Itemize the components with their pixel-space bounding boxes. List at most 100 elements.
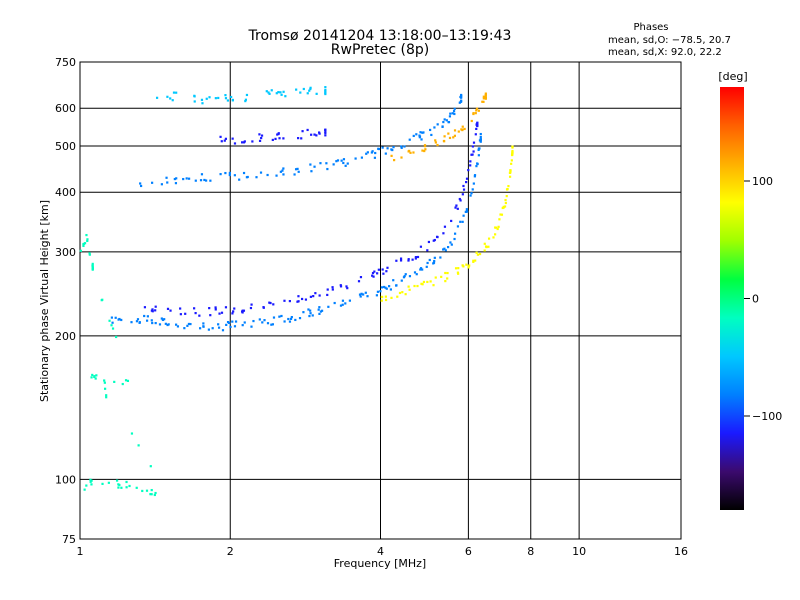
data-point — [150, 488, 153, 492]
data-point — [436, 235, 439, 239]
data-point — [348, 299, 352, 302]
data-point — [107, 481, 110, 484]
data-point — [287, 317, 290, 321]
data-point — [341, 303, 344, 306]
data-point — [277, 91, 280, 94]
data-point — [282, 173, 285, 176]
data-point — [309, 163, 312, 166]
data-point — [241, 141, 244, 144]
data-point — [300, 297, 304, 301]
data-point — [403, 275, 406, 278]
data-point — [469, 160, 472, 163]
data-point — [501, 206, 504, 210]
data-point — [409, 151, 412, 154]
data-point — [309, 86, 312, 89]
data-point — [158, 323, 162, 326]
data-point — [282, 90, 285, 93]
data-point — [423, 149, 426, 153]
data-point — [469, 194, 472, 197]
data-point — [115, 335, 118, 339]
data-point — [407, 285, 410, 288]
colorbar-tick-label: −100 — [752, 410, 782, 423]
data-point — [271, 138, 274, 142]
data-point — [244, 99, 247, 103]
data-point — [494, 233, 497, 236]
data-point — [470, 153, 473, 156]
y-tick-label: 750 — [55, 56, 76, 69]
data-point — [510, 159, 513, 162]
data-point — [483, 242, 486, 245]
data-point — [252, 319, 255, 323]
data-point — [221, 329, 225, 332]
colorbar-tick-label: 0 — [752, 293, 759, 306]
chart-subtitle: RwPretec (8p) — [331, 42, 429, 58]
data-point — [474, 112, 477, 115]
data-point — [339, 285, 343, 288]
data-point — [277, 132, 280, 135]
data-point — [179, 313, 182, 316]
data-point — [200, 98, 204, 101]
data-point — [86, 238, 89, 241]
y-tick-label: 500 — [55, 140, 76, 153]
data-point — [340, 159, 343, 162]
data-point — [342, 161, 345, 165]
data-point — [505, 195, 508, 198]
data-point — [226, 321, 230, 324]
data-point — [346, 287, 349, 290]
data-point — [266, 322, 270, 325]
data-point — [194, 311, 197, 315]
data-point — [266, 173, 269, 177]
data-point — [442, 139, 446, 143]
data-point — [404, 273, 407, 276]
data-point — [318, 312, 321, 315]
data-point — [364, 291, 367, 294]
data-point — [474, 259, 477, 262]
data-point — [83, 488, 86, 491]
data-point — [484, 245, 488, 248]
data-point — [400, 156, 403, 159]
data-point — [399, 259, 403, 262]
data-point — [320, 309, 324, 312]
data-point — [399, 257, 403, 260]
data-point — [88, 253, 91, 256]
data-point — [452, 110, 456, 113]
data-point — [149, 493, 152, 496]
data-point — [154, 309, 157, 312]
data-point — [449, 241, 452, 244]
data-point — [413, 271, 417, 274]
data-point — [422, 280, 426, 284]
data-point — [304, 298, 308, 301]
data-point — [83, 242, 87, 245]
y-tick-label: 75 — [62, 533, 76, 546]
data-point — [324, 92, 327, 96]
y-tick-label: 400 — [55, 186, 76, 199]
data-point — [88, 252, 91, 255]
y-axis-label: Stationary phase Virtual Height [km] — [38, 200, 51, 402]
data-point — [443, 247, 446, 250]
data-point — [449, 112, 452, 115]
data-point — [296, 167, 299, 170]
data-point — [390, 296, 393, 299]
data-point — [258, 133, 261, 136]
data-point — [85, 233, 88, 237]
data-point — [444, 271, 447, 275]
data-point — [200, 173, 204, 176]
data-point — [379, 290, 382, 293]
data-point — [436, 123, 439, 126]
data-point — [429, 128, 432, 132]
data-point — [310, 170, 313, 173]
data-point — [272, 303, 275, 306]
data-point — [354, 157, 357, 160]
data-point — [117, 486, 120, 489]
data-point — [193, 95, 196, 98]
data-point — [332, 163, 335, 166]
data-point — [484, 93, 487, 96]
data-point — [476, 124, 479, 127]
data-point — [130, 321, 133, 324]
data-point — [384, 152, 387, 155]
data-point — [245, 93, 249, 97]
data-point — [182, 177, 185, 181]
data-point — [160, 317, 163, 320]
data-point — [219, 173, 222, 176]
data-point — [297, 295, 300, 298]
